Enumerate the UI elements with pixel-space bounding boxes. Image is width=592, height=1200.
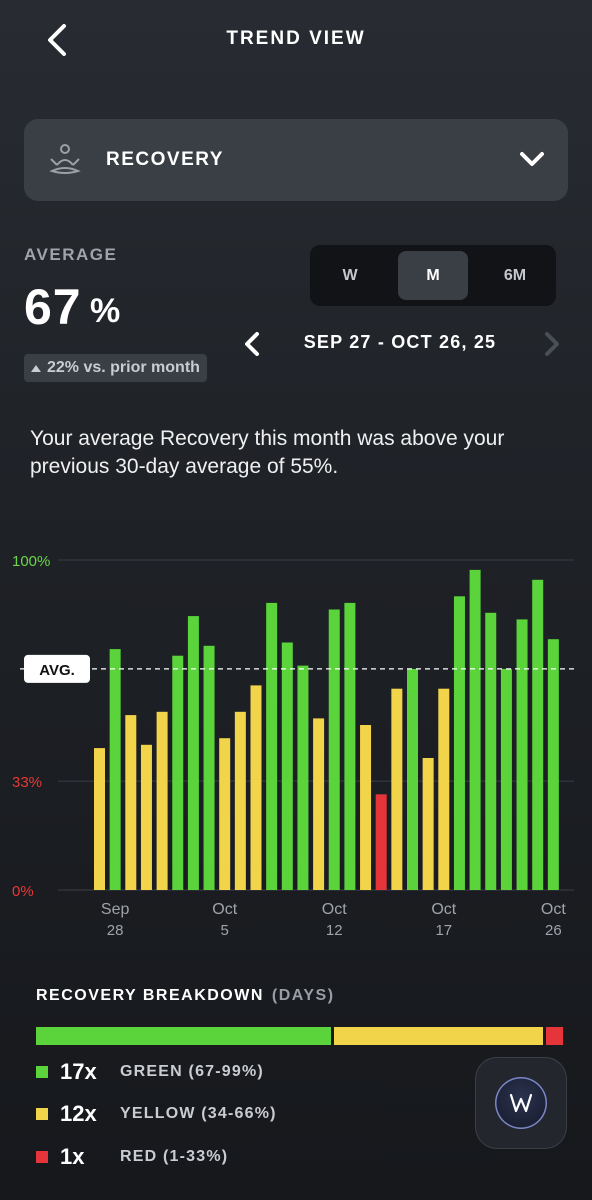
previous-range-button[interactable] (240, 330, 264, 358)
period-6month-button[interactable]: 6M (503, 266, 527, 284)
chart-bar (94, 748, 105, 890)
breakdown-title-text: RECOVERY BREAKDOWN (36, 987, 264, 1004)
page-title: TREND VIEW (226, 28, 366, 49)
chart-bar (187, 616, 199, 890)
meditation-icon (46, 141, 84, 179)
red-label: RED (1-33%) (120, 1148, 229, 1165)
chart-bar (156, 711, 168, 890)
assistant-button[interactable] (475, 1057, 567, 1149)
chart-bar (313, 718, 325, 890)
average-label: AVERAGE (24, 245, 118, 264)
average-unit: % (90, 292, 121, 330)
x-tick-day: 5 (221, 922, 229, 939)
chart-bar (360, 725, 372, 890)
chevron-left-icon (48, 24, 66, 56)
period-toggle: W M 6M (310, 245, 556, 306)
chart-bar (485, 612, 497, 890)
metric-label: RECOVERY (106, 149, 224, 170)
chart-bar (500, 668, 512, 890)
x-tick-day: 28 (107, 922, 124, 939)
change-text: 22% vs. prior month (47, 359, 200, 376)
y-tick-label: 0% (12, 883, 34, 900)
breakdown-segment (334, 1027, 543, 1045)
date-range-label: SEP 27 - OCT 26, 25 (303, 332, 497, 352)
red-swatch (36, 1151, 48, 1163)
x-tick-day: 26 (545, 922, 562, 939)
chart-bar (203, 645, 215, 890)
green-swatch (36, 1066, 48, 1078)
chart-bar (547, 639, 559, 890)
red-count: 1x (60, 1144, 85, 1169)
change-badge: 22% vs. prior month (24, 354, 207, 382)
breakdown-bar (36, 1027, 563, 1045)
chart-bar (532, 579, 544, 890)
chart-bar (109, 649, 121, 890)
yellow-count: 12x (60, 1101, 97, 1126)
yellow-swatch (36, 1108, 48, 1120)
chevron-left-icon (245, 332, 259, 356)
chevron-right-icon (545, 332, 559, 356)
x-tick-month: Oct (431, 901, 456, 918)
chart-bar (297, 665, 309, 890)
legend-red: 1x RED (1-33%) (36, 1142, 228, 1172)
x-tick-month: Oct (322, 901, 347, 918)
period-month-button[interactable]: M (398, 251, 468, 300)
chart-bar (407, 668, 418, 890)
green-label: GREEN (67-99%) (120, 1063, 264, 1080)
chart-bar (422, 758, 434, 890)
average-label-box (24, 654, 90, 683)
x-tick-day: 17 (435, 922, 452, 939)
x-tick-day: 12 (326, 922, 343, 939)
chart-bar (281, 642, 293, 890)
y-tick-label: 33% (12, 774, 42, 791)
chart-bar (438, 688, 450, 890)
chart-bar (516, 619, 528, 890)
next-range-button[interactable] (540, 330, 564, 358)
chart-bar (140, 744, 152, 890)
chart-bar (453, 596, 465, 890)
breakdown-segment (545, 1027, 563, 1045)
breakdown-segment (36, 1027, 332, 1045)
whoop-logo-icon (495, 1077, 547, 1129)
chart-bar (125, 715, 137, 890)
summary-text: Your average Recovery this month was abo… (30, 427, 505, 478)
chart-bar (391, 688, 403, 890)
x-tick-month: Oct (212, 901, 237, 918)
metric-selector[interactable]: RECOVERY (24, 119, 568, 201)
legend-green: 17x GREEN (67-99%) (36, 1057, 264, 1087)
chart-bar (266, 602, 278, 890)
x-tick-month: Oct (541, 901, 566, 918)
legend-yellow: 12x YELLOW (34-66%) (36, 1099, 277, 1129)
chart-bar (469, 569, 481, 890)
back-button[interactable] (40, 20, 76, 60)
chart-bar (234, 711, 246, 890)
triangle-up-icon (31, 364, 41, 372)
chart-bar (344, 602, 356, 890)
recovery-bar-chart: 100% 33% 0% AVG. Sep 28 Oct 5 Oct 12 Oct 17 Oct 26 (12, 553, 574, 939)
chart-bar (172, 655, 184, 890)
average-label: AVG. (39, 662, 75, 679)
breakdown-title: RECOVERY BREAKDOWN (DAYS) (36, 987, 335, 1005)
x-tick-month: Sep (101, 901, 130, 918)
chart-bar (250, 685, 262, 890)
green-count: 17x (60, 1059, 97, 1084)
chart-bar (375, 794, 387, 890)
period-week-button[interactable]: W (342, 266, 358, 284)
y-tick-label: 100% (12, 553, 50, 570)
yellow-label: YELLOW (34-66%) (120, 1105, 277, 1122)
average-value: 67 (24, 279, 82, 335)
chart-bar (328, 609, 340, 890)
breakdown-subtitle: (DAYS) (271, 987, 335, 1004)
chevron-down-icon[interactable] (518, 147, 546, 171)
chart-bar (219, 738, 231, 890)
